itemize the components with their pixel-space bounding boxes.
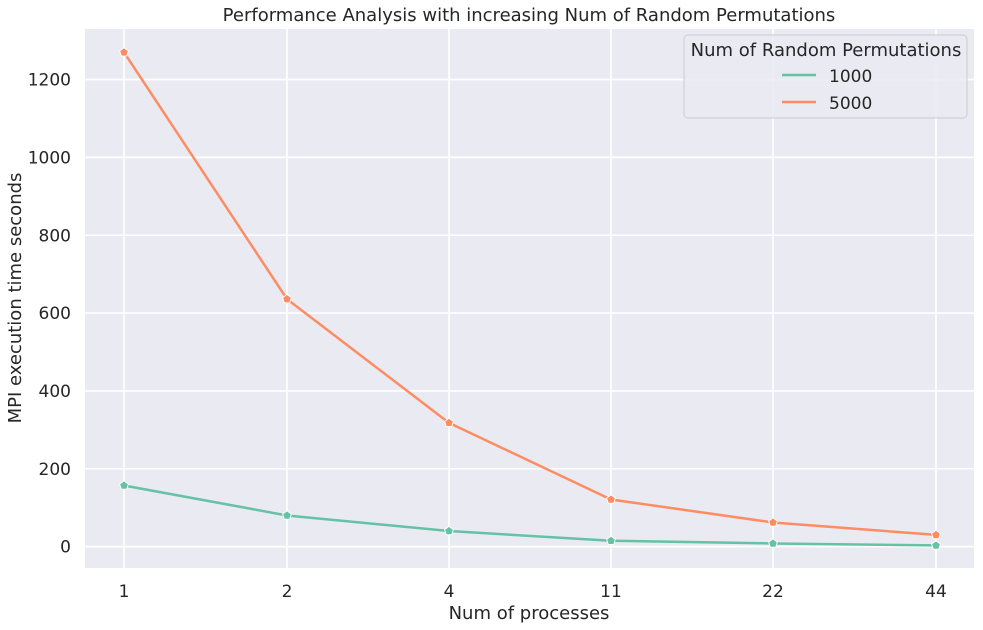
data-point [606,494,616,504]
x-axis-ticks: 1 2 4 11 22 44 [119,582,947,602]
series-line [123,484,937,547]
data-point [931,540,941,550]
legend-entry: 5000 [782,94,872,114]
y-tick-label: 200 [39,460,71,480]
data-point [444,525,454,536]
data-point [282,510,292,520]
grid-lines [85,29,974,568]
series-layer [119,47,941,550]
legend-label: 5000 [829,94,872,114]
x-tick-label: 44 [925,582,947,602]
y-tick-label: 1000 [28,148,71,168]
legend-entry: 1000 [782,67,872,87]
data-point [931,529,941,540]
x-tick-label: 2 [282,582,293,602]
data-point [282,293,292,304]
x-tick-label: 11 [600,582,622,602]
series-line [122,51,937,537]
legend-box [683,34,968,119]
data-point [606,535,616,545]
x-tick-label: 1 [119,582,130,602]
data-point [768,517,778,527]
y-tick-label: 600 [39,304,71,324]
y-axis-ticks: 0 200 400 600 800 1000 1200 [28,71,71,558]
legend-title: Num of Random Permutations [691,40,962,61]
data-point [119,47,129,57]
data-point [119,480,129,490]
plot-area [85,29,974,568]
y-tick-label: 1200 [28,71,71,91]
y-tick-label: 400 [39,382,71,402]
y-tick-label: 800 [39,226,71,246]
x-tick-label: 22 [762,582,784,602]
y-tick-label: 0 [60,538,71,558]
x-axis-label: Num of processes [449,603,610,624]
chart-title: Performance Analysis with increasing Num… [223,5,836,26]
y-axis-label: MPI execution time seconds [5,173,26,424]
series-1000 [119,480,941,550]
legend-label: 1000 [829,67,872,87]
series-5000 [119,47,941,540]
x-tick-label: 4 [444,582,455,602]
data-point [768,538,778,548]
legend: Num of Random Permutations 1000 5000 [683,34,968,119]
data-point [444,417,454,428]
